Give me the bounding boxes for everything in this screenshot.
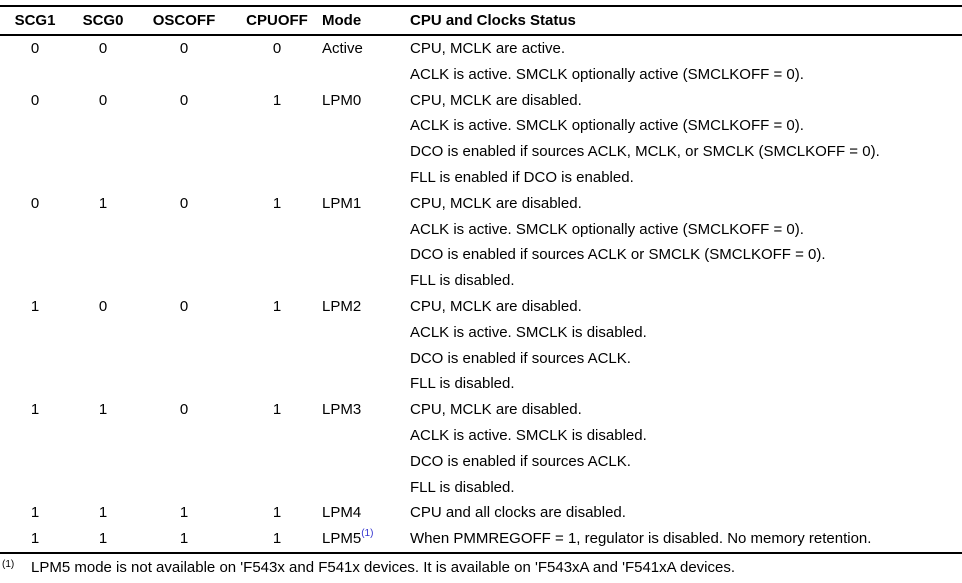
status-cell: ACLK is active. SMCLK optionally active … [410,220,804,238]
mode-label: Active [322,40,363,57]
table-row: 1 1 0 1 LPM3 CPU, MCLK are disabled. [0,397,962,423]
table-row: ACLK is active. SMCLK optionally active … [0,113,962,139]
status-cell: ACLK is active. SMCLK is disabled. [410,426,647,444]
bit-cell: 1 [30,401,40,419]
bit-cell: 0 [179,297,189,315]
mode-label: LPM4 [322,504,362,522]
status-cell: FLL is enabled if DCO is enabled. [410,168,634,186]
status-cell: CPU, MCLK are disabled. [410,297,582,315]
table-row: 0 1 0 1 LPM1 CPU, MCLK are disabled. [0,191,962,217]
bit-cell: 0 [179,91,189,109]
status-cell: CPU, MCLK are active. [410,40,566,57]
bit-cell: 0 [30,91,40,109]
status-cell: When PMMREGOFF = 1, regulator is disable… [410,530,872,548]
bit-cell: 1 [272,297,282,315]
table-row: FLL is disabled. [0,268,962,294]
mode-label: LPM3 [322,401,362,419]
bit-cell: 1 [98,401,108,419]
table-row: 1 0 0 1 LPM2 CPU, MCLK are disabled. [0,294,962,320]
mode-label: LPM5 [322,530,362,548]
bit-cell: 1 [98,530,108,548]
status-cell: DCO is enabled if sources ACLK. [410,349,631,367]
bit-cell: 1 [272,401,282,419]
bit-cell: 1 [272,504,282,522]
status-cell: CPU, MCLK are disabled. [410,194,582,212]
status-cell: FLL is disabled. [410,272,515,290]
table-row: ACLK is active. SMCLK optionally active … [0,217,962,243]
table-row: FLL is disabled. [0,371,962,397]
column-header-scg1: SCG1 [0,6,70,36]
table-body: 0 0 0 0 Active CPU, MCLK are active. ACLK is a… [0,35,962,553]
mode-cell: LPM0 [322,88,410,191]
bit-cell: 1 [30,504,40,522]
status-cell: FLL is disabled. [410,478,515,496]
mode-cell: LPM4 [322,500,410,526]
bit-cell: 1 [98,504,108,522]
bit-cell: 0 [98,40,108,57]
bit-cell: 0 [98,297,108,315]
table-row: ACLK is active. SMCLK is disabled. [0,320,962,346]
status-cell: DCO is enabled if sources ACLK. [410,452,631,470]
status-cell: CPU, MCLK are disabled. [410,401,582,419]
bit-cell: 1 [272,530,282,548]
column-header-cpuoff: CPUOFF [232,6,322,36]
status-cell: CPU, MCLK are disabled. [410,91,582,109]
bit-cell: 1 [179,504,189,522]
mode-cell: LPM1 [322,191,410,294]
mode-cell: LPM2 [322,294,410,397]
column-header-scg0: SCG0 [70,6,136,36]
table-row: 1 1 1 1 LPM4 CPU and all clocks are disabled. [0,500,962,526]
status-cell: CPU and all clocks are disabled. [410,504,626,522]
operating-modes-table: SCG1 SCG0 OSCOFF CPUOFF Mode CPU and Clo… [0,5,962,554]
bit-cell: 0 [30,40,40,57]
table-row: FLL is disabled. [0,475,962,501]
bit-cell: 1 [30,297,40,315]
bit-cell: 0 [30,194,40,212]
status-cell: ACLK is active. SMCLK optionally active … [410,117,804,135]
bit-cell: 1 [272,91,282,109]
mode-cell: LPM3 [322,397,410,500]
column-header-mode: Mode [322,6,410,36]
header-row: SCG1 SCG0 OSCOFF CPUOFF Mode CPU and Clo… [0,6,962,36]
bit-cell: 1 [272,194,282,212]
bit-cell: 1 [179,530,189,548]
column-header-oscoff: OSCOFF [136,6,232,36]
bit-cell: 1 [98,194,108,212]
mode-cell: LPM5(1) [322,526,410,553]
bit-cell: 0 [179,194,189,212]
table-row: DCO is enabled if sources ACLK or SMCLK … [0,242,962,268]
bit-cell: 0 [98,91,108,109]
bit-cell: 1 [30,530,40,548]
table-row: ACLK is active. SMCLK optionally active … [0,62,962,88]
column-header-status: CPU and Clocks Status [410,6,962,36]
mode-cell: Active [322,35,410,88]
table-row: FLL is enabled if DCO is enabled. [0,165,962,191]
status-cell: FLL is disabled. [410,375,515,393]
table-row: 1 1 1 1 LPM5(1) When PMMREGOFF = 1, regulator… [0,526,962,553]
table-row: DCO is enabled if sources ACLK. [0,346,962,372]
table-row: DCO is enabled if sources ACLK. [0,449,962,475]
mode-label: LPM2 [322,297,362,315]
table-row: 0 0 0 0 Active CPU, MCLK are active. [0,35,962,62]
status-cell: ACLK is active. SMCLK is disabled. [410,323,647,341]
table-row: 0 0 0 1 LPM0 CPU, MCLK are disabled. [0,88,962,114]
table-row: ACLK is active. SMCLK is disabled. [0,423,962,449]
bit-cell: 0 [272,40,282,57]
status-cell: DCO is enabled if sources ACLK, MCLK, or… [410,143,880,161]
footnote-text: LPM5 mode is not available on 'F543x and… [31,558,736,576]
footnote: (1) LPM5 mode is not available on 'F543x… [0,557,962,578]
bit-cell: 0 [179,40,189,57]
status-cell: ACLK is active. SMCLK optionally active … [410,65,804,83]
table-row: DCO is enabled if sources ACLK, MCLK, or… [0,139,962,165]
footnote-marker: (1) [2,558,15,570]
mode-label: LPM0 [322,91,362,109]
mode-label: LPM1 [322,194,362,212]
mode-footnote-link[interactable]: (1) [361,528,374,540]
status-cell: DCO is enabled if sources ACLK or SMCLK … [410,246,826,264]
bit-cell: 0 [179,401,189,419]
